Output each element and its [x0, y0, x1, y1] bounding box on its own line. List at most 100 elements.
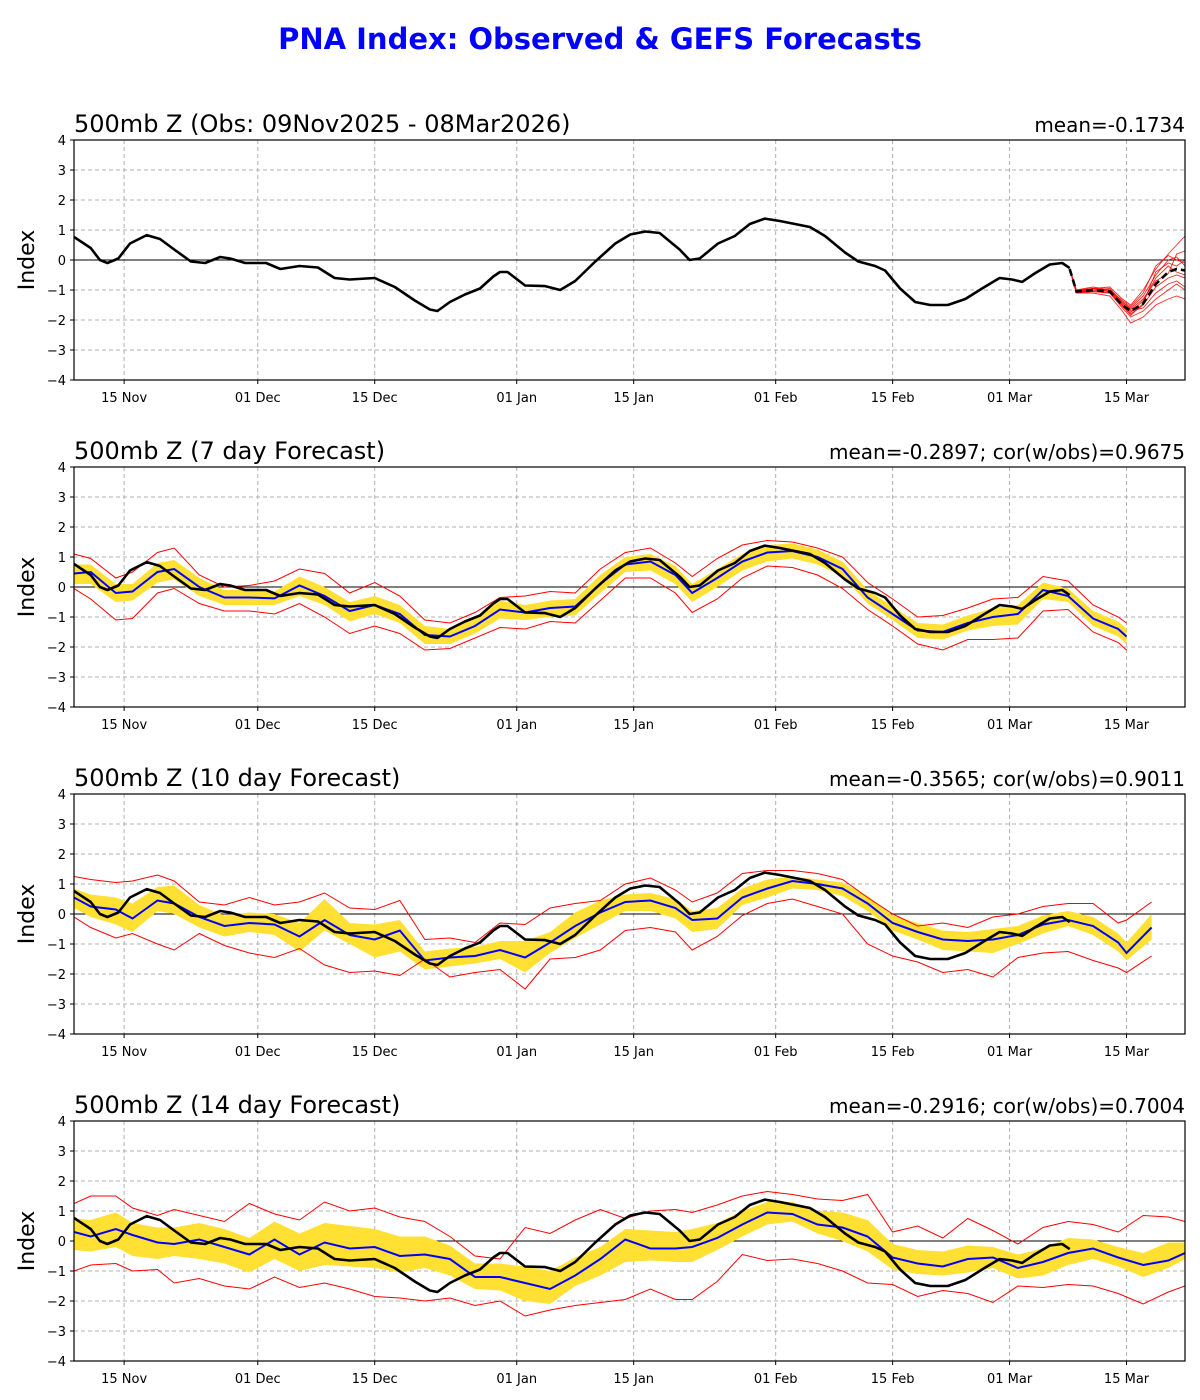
observed-line	[74, 544, 1071, 640]
x-tick-label: 15 Jan	[613, 718, 654, 733]
panel-stat: mean=-0.2897; cor(w/obs)=0.9675	[829, 440, 1185, 464]
panel-stat: mean=-0.3565; cor(w/obs)=0.9011	[829, 767, 1185, 791]
spread-band	[74, 876, 1152, 973]
plot-area	[74, 539, 1128, 651]
y-tick-label: −3	[47, 998, 66, 1013]
plot-area	[74, 870, 1153, 990]
observed-line	[74, 1198, 1071, 1294]
panel-title: 500mb Z (14 day Forecast)	[74, 1091, 400, 1119]
y-tick-label: −2	[47, 641, 66, 656]
x-tick-label: 01 Mar	[987, 391, 1033, 406]
y-tick-label: 4	[58, 461, 66, 476]
x-tick-label: 15 Nov	[101, 718, 147, 733]
y-tick-label: 0	[58, 908, 66, 923]
y-axis-label: Index	[15, 1211, 40, 1272]
y-tick-label: 0	[58, 1235, 66, 1250]
y-tick-label: 4	[58, 788, 66, 803]
y-tick-label: 1	[58, 551, 66, 566]
x-tick-label: 15 Jan	[613, 1372, 654, 1387]
x-tick-label: 15 Mar	[1104, 1045, 1150, 1060]
x-tick-label: 15 Nov	[101, 1045, 147, 1060]
y-tick-label: −1	[47, 1265, 66, 1280]
x-tick-label: 01 Jan	[496, 718, 537, 733]
x-tick-label: 01 Dec	[235, 718, 281, 733]
x-tick-label: 01 Feb	[754, 1372, 798, 1387]
spread-band	[74, 1202, 1185, 1304]
panel-title: 500mb Z (7 day Forecast)	[74, 437, 385, 465]
y-tick-label: −1	[47, 611, 66, 626]
y-tick-label: −3	[47, 671, 66, 686]
x-tick-label: 15 Mar	[1104, 391, 1150, 406]
y-tick-label: 2	[58, 194, 66, 209]
y-tick-label: 1	[58, 224, 66, 239]
x-tick-label: 15 Dec	[352, 391, 398, 406]
plot-area	[74, 217, 1185, 324]
y-tick-label: −3	[47, 344, 66, 359]
x-tick-label: 01 Dec	[235, 1372, 281, 1387]
y-tick-label: −1	[47, 938, 66, 953]
x-tick-label: 01 Feb	[754, 1045, 798, 1060]
ensemble-mean-line	[74, 879, 1153, 962]
spread-band	[74, 543, 1127, 644]
envelope-high-line	[74, 870, 1152, 944]
y-tick-label: 2	[58, 521, 66, 536]
panel-stat: mean=-0.2916; cor(w/obs)=0.7004	[829, 1094, 1185, 1118]
x-tick-label: 15 Jan	[613, 1045, 654, 1060]
x-tick-label: 15 Nov	[101, 391, 147, 406]
y-tick-label: 3	[58, 164, 66, 179]
panel-stat: mean=-0.1734	[1034, 113, 1185, 137]
x-tick-label: 01 Jan	[496, 1045, 537, 1060]
x-tick-label: 01 Mar	[987, 1372, 1033, 1387]
x-tick-label: 15 Nov	[101, 1372, 147, 1387]
y-tick-label: 3	[58, 1145, 66, 1160]
x-tick-label: 01 Mar	[987, 718, 1033, 733]
y-tick-label: −4	[47, 1355, 66, 1370]
y-tick-label: 4	[58, 1115, 66, 1130]
y-tick-label: −4	[47, 701, 66, 716]
x-tick-label: 15 Jan	[613, 391, 654, 406]
ensemble-member-line	[1069, 254, 1185, 308]
y-tick-label: 0	[58, 254, 66, 269]
y-tick-label: 3	[58, 818, 66, 833]
x-tick-label: 15 Dec	[352, 718, 398, 733]
y-tick-label: −3	[47, 1325, 66, 1340]
x-tick-label: 01 Dec	[235, 391, 281, 406]
envelope-low-line	[74, 898, 1152, 990]
x-tick-label: 01 Mar	[987, 1045, 1033, 1060]
y-tick-label: 1	[58, 1205, 66, 1220]
figure-title: PNA Index: Observed & GEFS Forecasts	[278, 22, 922, 56]
chart-panel-3: 4 3 2 1 0 −1 −2 −3 −4 15 Nov 01 Dec 15 Dec 01 Jan 15 …	[15, 764, 1186, 1060]
observed-line	[74, 217, 1071, 313]
forecast-mean-dashed-line	[1068, 267, 1185, 313]
y-tick-label: 0	[58, 581, 66, 596]
panel-title: 500mb Z (Obs: 09Nov2025 - 08Mar2026)	[74, 110, 570, 138]
y-axis-label: Index	[15, 884, 40, 945]
y-tick-label: −2	[47, 314, 66, 329]
x-tick-label: 01 Jan	[496, 391, 537, 406]
y-tick-label: 4	[58, 134, 66, 149]
x-tick-label: 01 Feb	[754, 718, 798, 733]
envelope-low-line	[74, 1253, 1185, 1317]
ensemble-member-line	[1069, 268, 1185, 324]
chart-panel-2: 4 3 2 1 0 −1 −2 −3 −4 15 Nov 01 Dec 15 Dec 01 Jan 15 …	[15, 437, 1186, 733]
y-tick-label: −4	[47, 374, 66, 389]
y-tick-label: 1	[58, 878, 66, 893]
y-tick-label: −2	[47, 968, 66, 983]
y-tick-label: −1	[47, 284, 66, 299]
ensemble-member-line	[1069, 268, 1185, 318]
x-tick-label: 01 Dec	[235, 1045, 281, 1060]
y-tick-label: 3	[58, 491, 66, 506]
ensemble-member-line	[1069, 256, 1185, 309]
y-tick-label: 2	[58, 1175, 66, 1190]
x-tick-label: 01 Feb	[754, 391, 798, 406]
x-tick-label: 01 Jan	[496, 1372, 537, 1387]
plot-area	[74, 1190, 1185, 1317]
panel-title: 500mb Z (10 day Forecast)	[74, 764, 400, 792]
y-axis-label: Index	[15, 557, 40, 618]
x-tick-label: 15 Mar	[1104, 718, 1150, 733]
ensemble-mean-line	[74, 1211, 1185, 1291]
chart-panel-1: 4 3 2 1 0 −1 −2 −3 −4 15 Nov 01 Dec 15 Dec 01 Jan 15 …	[15, 110, 1186, 406]
y-tick-label: −4	[47, 1028, 66, 1043]
x-tick-label: 15 Dec	[352, 1045, 398, 1060]
